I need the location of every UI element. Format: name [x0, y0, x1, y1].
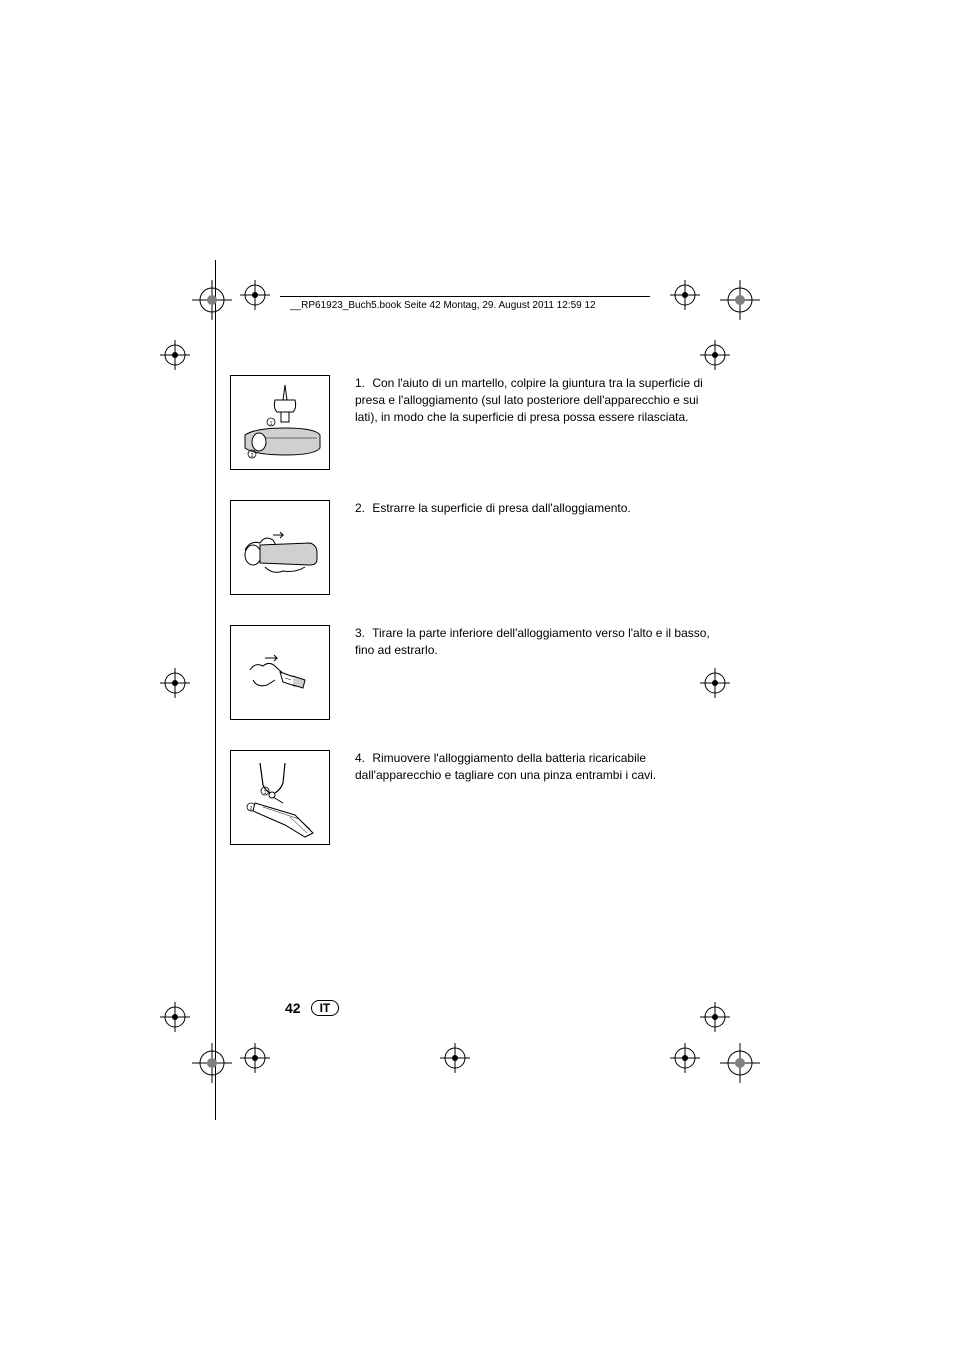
register-mark-icon — [160, 340, 190, 370]
register-mark-icon — [160, 1002, 190, 1032]
step-body: Tirare la parte inferiore dell'alloggiam… — [355, 626, 710, 657]
instruction-text: 1. Con l'aiuto di un martello, colpire l… — [355, 375, 710, 425]
illustration-step-4: 1 2 — [230, 750, 330, 845]
svg-text:2: 2 — [251, 453, 254, 459]
register-mark-icon — [440, 1043, 470, 1073]
guide-line-left — [215, 260, 216, 1120]
instruction-text: 4. Rimuovere l'alloggiamento della batte… — [355, 750, 710, 784]
step-number: 2. — [355, 500, 369, 517]
crop-mark-icon — [192, 280, 232, 320]
step-body: Estrarre la superficie di presa dall'all… — [372, 501, 630, 515]
register-mark-icon — [700, 1002, 730, 1032]
illustration-step-3 — [230, 625, 330, 720]
crop-mark-icon — [720, 1043, 760, 1083]
step-number: 1. — [355, 375, 369, 392]
page-footer: 42 IT — [285, 1000, 339, 1016]
crop-mark-icon — [720, 280, 760, 320]
step-number: 3. — [355, 625, 369, 642]
illustration-step-2 — [230, 500, 330, 595]
step-number: 4. — [355, 750, 369, 767]
register-mark-icon — [670, 1043, 700, 1073]
instruction-step: 1 2 1. Con l'aiuto di un martello, colpi… — [230, 375, 710, 470]
instruction-step: 1 2 4. Rimuovere l'alloggiamento della b… — [230, 750, 710, 845]
step-body: Con l'aiuto di un martello, colpire la g… — [355, 376, 703, 424]
illustration-step-1: 1 2 — [230, 375, 330, 470]
language-badge: IT — [311, 1000, 340, 1016]
svg-text:1: 1 — [264, 790, 267, 796]
register-mark-icon — [240, 1043, 270, 1073]
instruction-step: 3. Tirare la parte inferiore dell'allogg… — [230, 625, 710, 720]
instruction-text: 2. Estrarre la superficie di presa dall'… — [355, 500, 710, 517]
page-number: 42 — [285, 1000, 301, 1016]
svg-text:1: 1 — [270, 421, 273, 427]
step-body: Rimuovere l'alloggiamento della batteria… — [355, 751, 656, 782]
svg-text:2: 2 — [250, 806, 253, 812]
instruction-step: 2. Estrarre la superficie di presa dall'… — [230, 500, 710, 595]
content-area: 1 2 1. Con l'aiuto di un martello, colpi… — [230, 280, 710, 875]
register-mark-icon — [160, 668, 190, 698]
instruction-text: 3. Tirare la parte inferiore dell'allogg… — [355, 625, 710, 659]
crop-mark-icon — [192, 1043, 232, 1083]
